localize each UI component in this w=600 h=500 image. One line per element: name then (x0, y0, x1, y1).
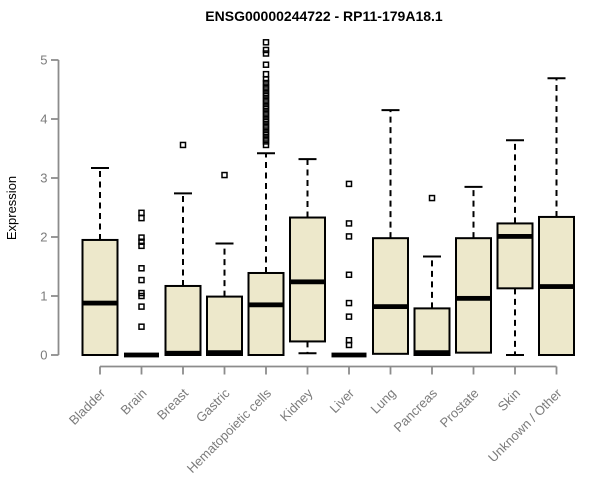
x-tick-label-bladder: Bladder (66, 385, 109, 428)
outlier-point (138, 238, 145, 245)
boxplot-skin (496, 139, 534, 356)
y-tick-label: 2 (40, 230, 47, 245)
iqr-box (81, 238, 119, 356)
y-tick-label: 5 (40, 53, 47, 68)
boxplot-pancreas (413, 194, 451, 357)
outlier-point (262, 105, 270, 113)
x-tick-label-pancreas: Pancreas (391, 385, 441, 435)
outlier-point (138, 265, 145, 272)
median-line (82, 300, 118, 306)
outlier-point (262, 86, 270, 93)
iqr-box (413, 307, 451, 357)
boxplot-hematopoietic-cells (247, 39, 285, 356)
iqr-box (455, 237, 492, 354)
box-series (81, 39, 575, 358)
x-tick-label-prostate: Prostate (437, 386, 482, 431)
outlier-point (262, 79, 270, 87)
outlier-point (262, 138, 270, 145)
boxplot-unknown-other (538, 77, 575, 356)
median-line (290, 279, 325, 285)
x-tick-label-gastric: Gastric (193, 385, 233, 425)
outlier-point (138, 214, 145, 222)
boxplot-brain (124, 209, 159, 358)
outlier-point (345, 180, 353, 188)
outlier-point (262, 39, 270, 46)
x-tick-label-breast: Breast (154, 385, 191, 422)
x-tick-label-kidney: Kidney (277, 385, 316, 424)
median-line (331, 352, 367, 358)
y-tick-label: 4 (40, 112, 47, 127)
outlier-point (262, 92, 270, 100)
y-tick-label: 0 (40, 348, 47, 363)
outlier-point (262, 112, 270, 119)
boxplot-liver (331, 180, 367, 358)
median-line (248, 302, 284, 308)
boxplot-lung (372, 109, 409, 355)
x-tick-label-liver: Liver (327, 385, 358, 416)
outlier-point (262, 99, 270, 106)
median-line (456, 295, 491, 301)
boxplot-prostate (455, 185, 492, 354)
median-line (165, 350, 201, 356)
outlier-point (138, 292, 145, 300)
y-tick-label: 1 (40, 289, 47, 304)
outlier-point (345, 299, 353, 307)
boxplot-breast (164, 141, 202, 356)
iqr-box (496, 222, 534, 290)
outlier-point (262, 70, 270, 78)
median-line (373, 304, 408, 310)
median-line (124, 352, 159, 358)
outlier-point (262, 50, 270, 57)
outlier-point (345, 220, 353, 227)
x-tick-label-brain: Brain (118, 386, 150, 418)
outlier-point (221, 171, 228, 179)
median-line (207, 350, 242, 356)
outlier-point (345, 233, 353, 240)
y-axis-title: Expression (4, 176, 19, 240)
outlier-point (138, 234, 145, 241)
outlier-point (138, 276, 145, 284)
outlier-point (138, 209, 145, 217)
x-tick-label-skin: Skin (495, 386, 523, 414)
boxplot-kidney (289, 158, 326, 355)
boxplot-bladder (81, 166, 119, 356)
median-line (497, 234, 533, 239)
outlier-point (138, 303, 145, 310)
boxplot-gastric (206, 171, 243, 356)
iqr-box (247, 271, 285, 356)
outlier-point (179, 141, 187, 149)
median-line (414, 350, 450, 356)
outlier-point (262, 61, 270, 68)
iqr-box (164, 284, 202, 356)
y-tick-label: 3 (40, 171, 47, 186)
iqr-box (206, 295, 243, 356)
outlier-point (262, 46, 270, 54)
outlier-point (345, 341, 353, 349)
outlier-point (262, 125, 270, 132)
outlier-point (428, 194, 436, 202)
x-tick-label-unknown-other: Unknown / Other (485, 385, 565, 465)
chart-title: ENSG00000244722 - RP11-179A18.1 (205, 8, 443, 24)
outlier-point (262, 118, 270, 126)
outlier-point (262, 131, 270, 139)
outlier-point (138, 242, 145, 250)
iqr-box (372, 237, 409, 355)
outlier-point (262, 76, 270, 83)
median-line (539, 284, 574, 289)
outlier-point (262, 141, 270, 149)
x-tick-label-lung: Lung (368, 386, 399, 417)
outlier-point (138, 323, 145, 330)
outlier-point (345, 313, 353, 320)
outlier-point (345, 271, 353, 279)
